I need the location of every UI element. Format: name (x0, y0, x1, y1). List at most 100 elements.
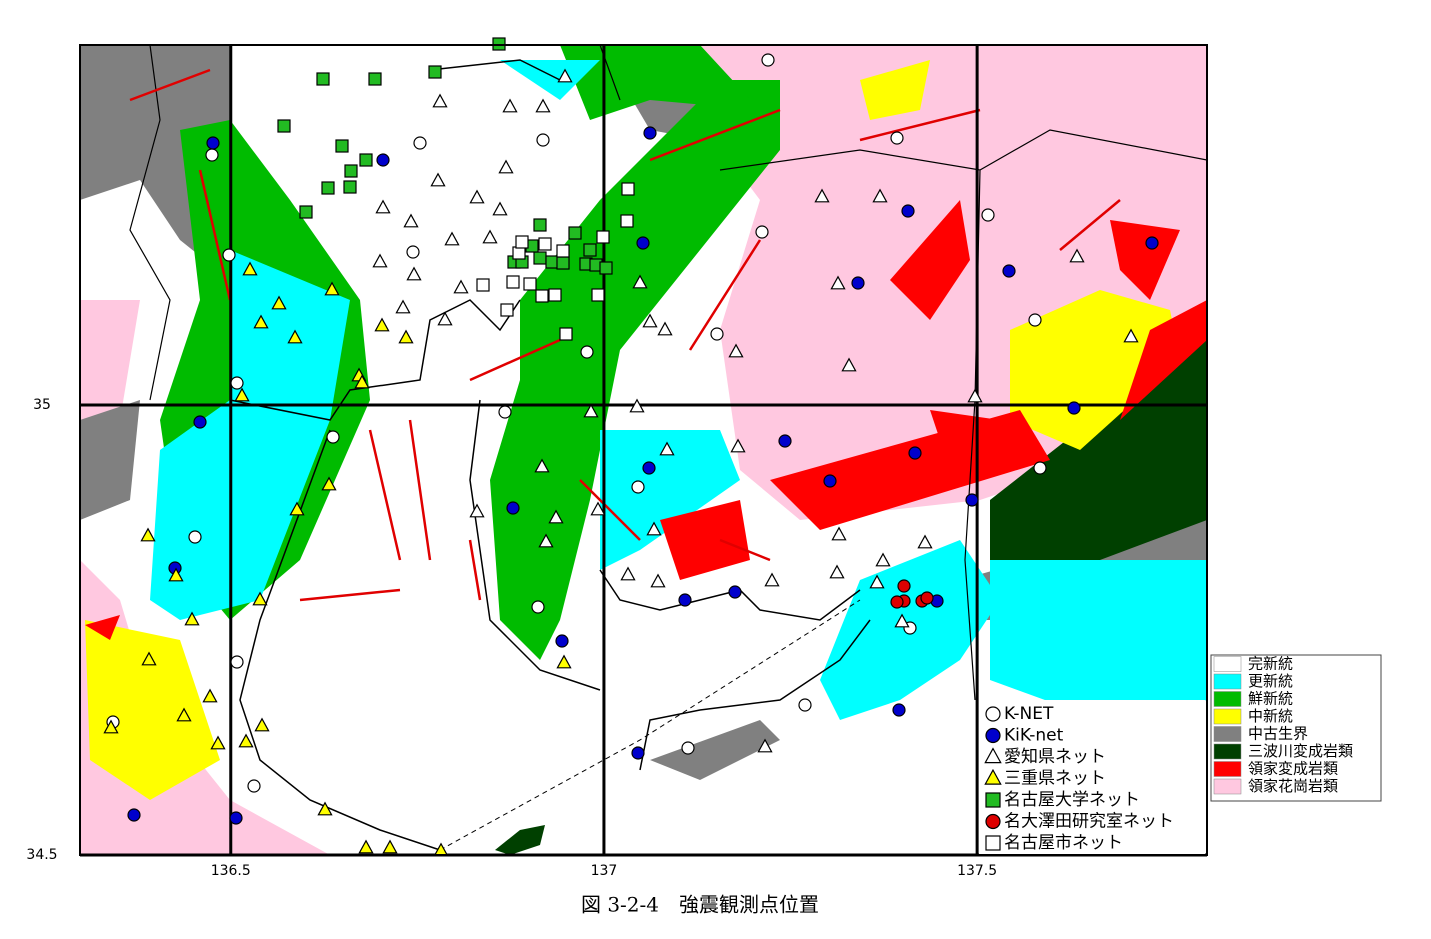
station-marker (316, 72, 330, 86)
station-marker (761, 53, 775, 67)
geology-area (930, 410, 1000, 450)
legend-label: 完新統 (1248, 655, 1293, 673)
legend-swatch (1213, 761, 1242, 777)
station-marker (831, 526, 847, 541)
geology-area (80, 400, 140, 520)
station-marker (632, 274, 648, 289)
station-marker (920, 591, 934, 605)
geology-area (85, 620, 220, 800)
station-marker (823, 474, 837, 488)
station-marker (657, 321, 673, 336)
station-marker (580, 345, 594, 359)
station-marker (321, 181, 335, 195)
station-marker (403, 213, 419, 228)
geology-area (560, 45, 760, 120)
station-marker (321, 476, 337, 491)
station-marker (557, 68, 573, 83)
station-marker (444, 231, 460, 246)
station-marker (538, 237, 552, 251)
station-marker (851, 276, 865, 290)
legend-label: 名大澤田研究室ネット (1004, 812, 1174, 832)
legend-label: 中新統 (1248, 707, 1293, 725)
station-marker (376, 153, 390, 167)
station-marker (814, 188, 830, 203)
station-marker (406, 266, 422, 281)
station-marker (1002, 264, 1016, 278)
station-marker (354, 374, 370, 389)
station-marker (184, 611, 200, 626)
geology-area (660, 500, 750, 580)
station-marker (533, 251, 547, 265)
station-marker (222, 248, 236, 262)
station-marker (382, 839, 398, 854)
station-marker (965, 493, 979, 507)
station-marker (453, 279, 469, 294)
station-marker (556, 256, 570, 270)
station-marker (1123, 328, 1139, 343)
station-marker (545, 255, 559, 269)
legend-label: 三重県ネット (1004, 769, 1106, 789)
station-marker (583, 403, 599, 418)
caption: 図 3-2-4 強震観測点位置 (581, 893, 819, 917)
station-marker (277, 119, 291, 133)
station-marker (892, 703, 906, 717)
station-marker (1145, 236, 1159, 250)
station-marker (127, 808, 141, 822)
legend-label: 中古生界 (1248, 725, 1308, 743)
station-marker (299, 205, 313, 219)
station-marker (894, 613, 910, 628)
station-marker (985, 706, 1001, 722)
station-marker (287, 329, 303, 344)
geology-area (80, 300, 140, 430)
station-marker (374, 317, 390, 332)
station-marker (406, 245, 420, 259)
station-marker (176, 707, 192, 722)
station-marker (631, 480, 645, 494)
station-marker (556, 244, 570, 258)
station-marker (206, 136, 220, 150)
station-marker (596, 230, 610, 244)
map-frame (79, 44, 1208, 856)
geology-area (1110, 220, 1180, 300)
station-marker (289, 501, 305, 516)
station-marker (984, 768, 1002, 785)
station-marker (247, 779, 261, 793)
geology-layer (80, 45, 1207, 855)
station-marker (428, 65, 442, 79)
station-marker (326, 430, 340, 444)
station-marker (534, 458, 550, 473)
station-marker (556, 654, 572, 669)
station-marker (646, 521, 662, 536)
legend-label: 鮮新統 (1248, 690, 1293, 708)
geology-area (490, 80, 780, 660)
legend-label: 更新統 (1248, 672, 1293, 690)
legend-label: 領家変成岩類 (1248, 760, 1338, 778)
legend-swatch (1213, 656, 1242, 672)
station-marker (631, 746, 645, 760)
station-marker (413, 136, 427, 150)
station-marker (830, 275, 846, 290)
station-marker (482, 229, 498, 244)
station-marker (168, 567, 184, 582)
station-marker (548, 288, 562, 302)
station-marker (984, 747, 1002, 764)
legend-swatch (1213, 708, 1242, 725)
station-marker (650, 573, 666, 588)
station-marker (642, 461, 656, 475)
station-marker (193, 415, 207, 429)
station-marker (229, 811, 243, 825)
legend-label: 領家花崗岩類 (1248, 777, 1338, 795)
station-marker (872, 188, 888, 203)
legend-swatch (1213, 743, 1242, 760)
station-layer (103, 37, 1159, 857)
station-marker (335, 139, 349, 153)
station-marker (798, 698, 812, 712)
station-marker (643, 126, 657, 140)
station-marker (764, 572, 780, 587)
station-marker (506, 275, 520, 289)
station-marker (917, 534, 933, 549)
station-marker (372, 253, 388, 268)
station-marker (430, 172, 446, 187)
station-marker (317, 801, 333, 816)
